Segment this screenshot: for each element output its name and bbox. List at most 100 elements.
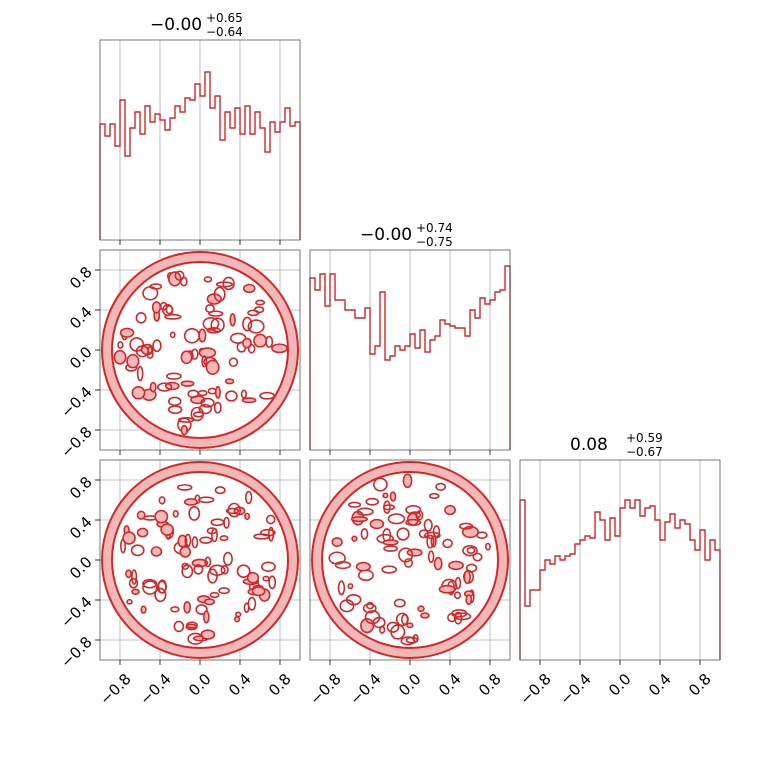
contour-level (203, 276, 213, 283)
contour-level (423, 518, 433, 532)
x-tick-label: 0.8 (475, 670, 505, 700)
x-tick-label: 0.8 (685, 670, 715, 700)
panel-title-plus: +0.59 (626, 431, 663, 445)
contour-level (174, 270, 185, 281)
panel-title: −0.00 (360, 225, 412, 245)
contour-level (210, 317, 225, 333)
contour-level (198, 403, 213, 415)
contour-level (152, 339, 162, 353)
histogram-panel: −0.8 −0.4 0.0 0.4 0.8 0.08 +0.59−0.67 (516, 431, 721, 709)
x-tick-label: 0.4 (645, 670, 675, 700)
panel-title-plus: +0.65 (206, 11, 243, 25)
contour-level (453, 611, 463, 625)
y-tick-label: 0.0 (66, 343, 96, 373)
contour-level (347, 501, 362, 508)
panel-title-minus: −0.64 (206, 25, 243, 39)
contour-level (213, 401, 222, 414)
contour-level (241, 397, 257, 404)
contour-level (202, 316, 220, 331)
contour-level (203, 610, 210, 624)
contour-level (334, 561, 352, 570)
x-tick-label: −0.8 (96, 670, 134, 708)
contour-level (268, 526, 275, 542)
contour-level (406, 622, 414, 629)
contour-level (401, 613, 409, 626)
contour-level (213, 286, 226, 302)
contour-level (164, 313, 182, 320)
contour-level (173, 620, 185, 633)
contour-level (253, 306, 265, 314)
contour-level (170, 606, 180, 613)
y-tick-label: −0.8 (57, 633, 95, 671)
contour-level (466, 546, 476, 554)
contour-level (438, 584, 456, 594)
contour-level (382, 539, 399, 546)
contour-level (156, 382, 173, 392)
y-tick-label: −0.8 (57, 423, 95, 461)
contour-level (186, 621, 198, 629)
contour-level (444, 504, 457, 516)
contour-level (428, 492, 440, 500)
contour-level (128, 577, 139, 589)
contour-level (205, 359, 220, 375)
x-tick-label: −0.8 (306, 670, 344, 708)
contour-level (435, 482, 447, 491)
contour-level (131, 588, 140, 595)
contour-level (125, 569, 132, 579)
contour-level (405, 518, 422, 527)
contour-level (122, 531, 136, 545)
contour-level (154, 509, 169, 524)
contour-level (235, 611, 242, 618)
contour-level (403, 558, 414, 568)
y-tick-label: 0.8 (66, 263, 96, 293)
contour-level (225, 507, 240, 515)
contour-level (187, 632, 204, 645)
contour-level (159, 301, 168, 311)
x-tick-label: 0.0 (605, 670, 635, 700)
contour-level (149, 381, 157, 393)
contour-level (224, 378, 235, 385)
contour-level (417, 605, 425, 612)
contour-level (247, 319, 265, 334)
contour-panel: −0.8−0.4 0.0 0.4 0.8 (57, 249, 301, 461)
contour-level (369, 518, 385, 530)
contour-level (268, 575, 277, 590)
contour-level (218, 587, 230, 595)
contour-panel: −0.8 −0.4 0.0 0.4 0.8−0.8−0.40.00.40.8 (57, 459, 301, 709)
contour-level (142, 580, 158, 595)
x-tick-label: −0.8 (516, 670, 554, 708)
x-tick-label: 0.0 (185, 670, 215, 700)
x-tick-label: 0.4 (225, 670, 255, 700)
x-tick-label: 0.8 (265, 670, 295, 700)
contour-level (373, 477, 388, 492)
contour-level (381, 565, 398, 574)
contour-level (453, 591, 462, 600)
contour-level (180, 350, 193, 365)
contour-level (242, 337, 252, 349)
contour-level (135, 311, 147, 324)
contour-level (420, 612, 430, 619)
contour-panel: −0.8−0.4 0.0 0.4 0.8 (306, 459, 511, 709)
contour-level (387, 513, 406, 525)
contour-level (259, 391, 276, 400)
x-tick-label: −0.4 (346, 670, 384, 708)
contour-level (165, 372, 182, 380)
contour-level (220, 565, 229, 575)
contour-level (160, 523, 174, 537)
contour-level (398, 547, 414, 563)
contour-level (255, 299, 266, 306)
contour-level (208, 310, 224, 317)
y-tick-label: −0.4 (57, 593, 95, 631)
contour-level (190, 406, 204, 422)
panel-title-plus: +0.74 (416, 221, 453, 235)
contour-level (271, 343, 288, 354)
contour-level (265, 335, 274, 348)
contour-level (136, 527, 149, 538)
contour-level (382, 504, 396, 511)
contour-level (183, 328, 201, 344)
contour-level (142, 286, 159, 301)
contour-level (180, 380, 195, 387)
contour-level (156, 580, 167, 594)
contour-level (240, 389, 248, 399)
contour-level (372, 616, 386, 629)
